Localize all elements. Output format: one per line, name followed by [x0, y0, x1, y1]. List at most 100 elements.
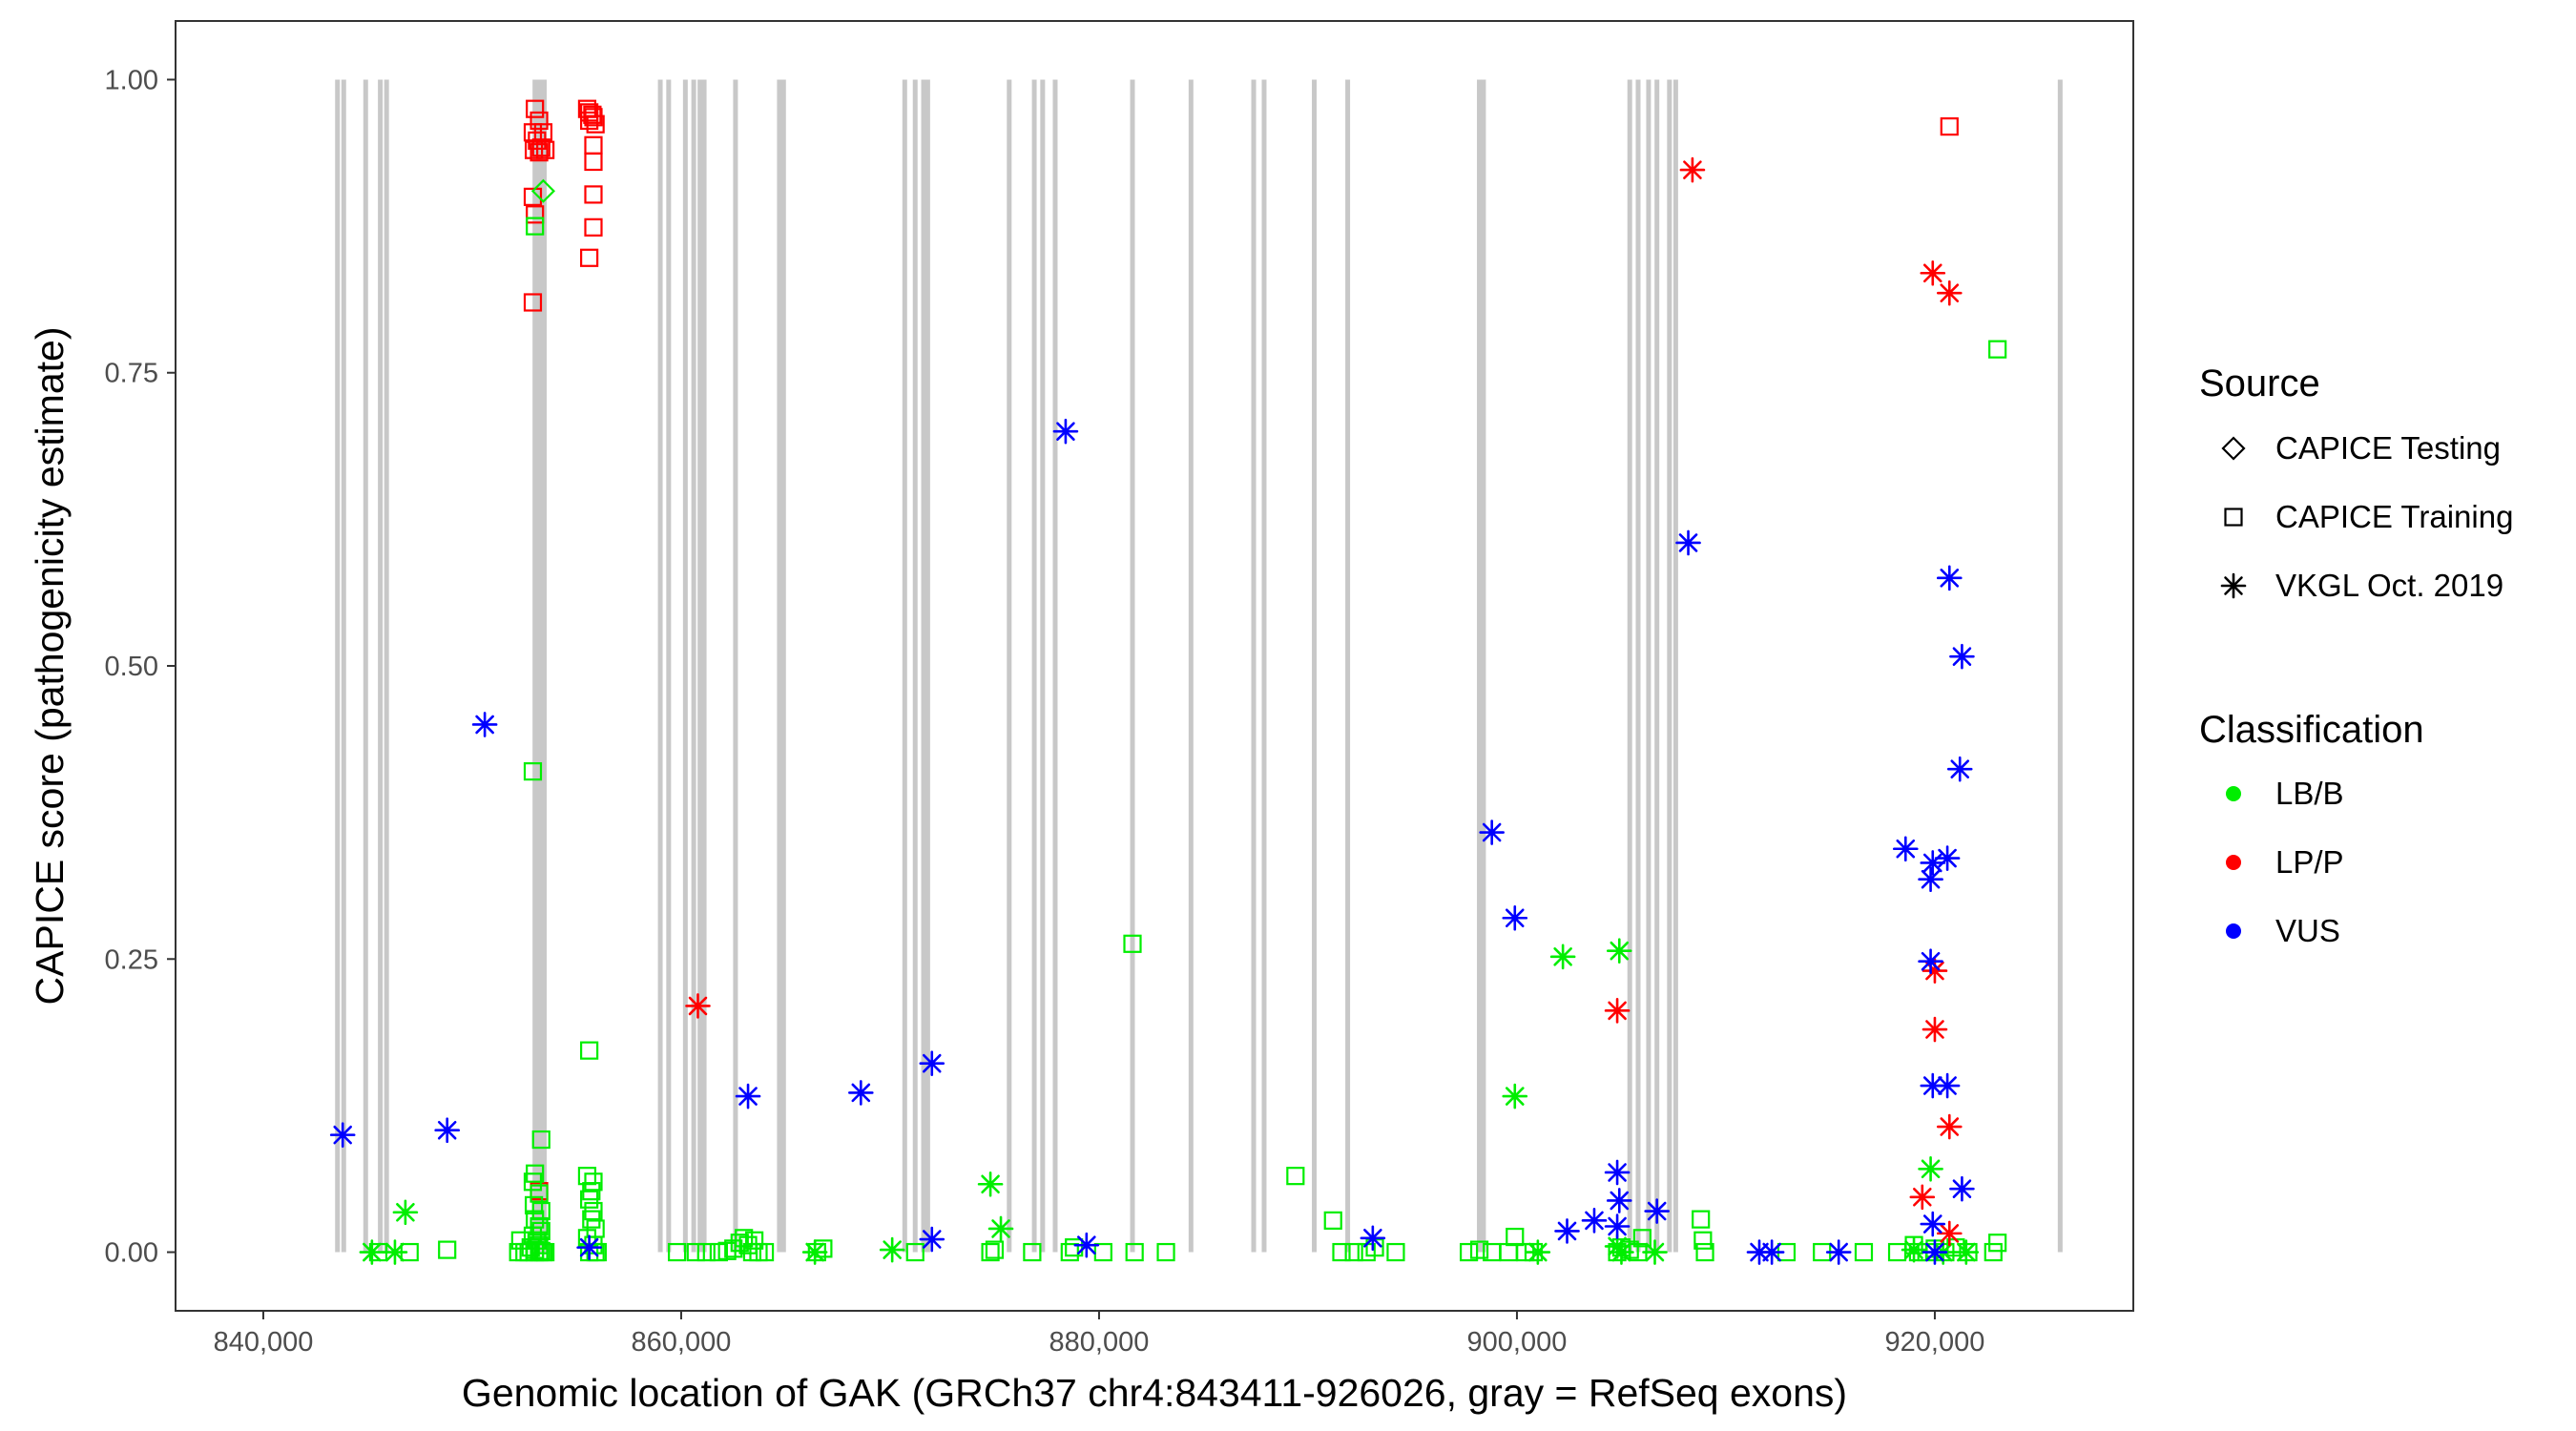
legend-source-label: CAPICE Testing: [2275, 430, 2501, 466]
data-point-square: [667, 1242, 687, 1262]
data-point-square: [1332, 1242, 1351, 1262]
data-point-square: [1386, 1242, 1405, 1262]
data-point-asterisk: [1920, 1072, 1946, 1099]
data-point-asterisk: [1920, 1211, 1946, 1237]
legend-source-title: Source: [2199, 363, 2320, 404]
data-point-asterisk: [1936, 280, 1963, 306]
data-point-square: [755, 1242, 775, 1262]
y-axis-title: CAPICE score (pathogenicity estimate): [28, 327, 72, 1006]
data-point-square: [438, 1240, 457, 1259]
data-point-square: [524, 140, 544, 159]
data-point-asterisk: [382, 1239, 408, 1265]
data-point-square: [1344, 1242, 1363, 1262]
data-point-asterisk: [1918, 866, 1943, 892]
data-point-square: [981, 1242, 1000, 1262]
legend-source-key-square: [2224, 508, 2243, 527]
data-point-asterisk: [1825, 1239, 1852, 1265]
data-point-square: [686, 1242, 705, 1262]
legend-class-label: LB/B: [2275, 776, 2344, 811]
legend-class-key-dot: [2226, 855, 2241, 870]
data-point-asterisk: [1604, 1159, 1631, 1186]
data-point-asterisk: [1052, 418, 1079, 445]
data-point-square: [584, 108, 603, 127]
legend-source-key-diamond: [2221, 436, 2246, 461]
axis-ticks: 840,000 860,000 880,000 900,000 920,000 0.00 0…: [105, 65, 1985, 1358]
data-point-asterisk: [1922, 958, 1948, 984]
data-point-asterisk: [1920, 850, 1946, 876]
data-point-square: [530, 143, 549, 162]
data-point-square: [1692, 1210, 1711, 1229]
data-point-square: [582, 1210, 601, 1229]
data-point-asterisk: [1909, 1184, 1936, 1211]
data-point-square: [584, 1172, 603, 1192]
data-point-square: [584, 185, 603, 204]
data-point-square: [1940, 117, 1959, 136]
data-point-asterisk: [1609, 1239, 1634, 1265]
data-point-square: [509, 1242, 528, 1262]
data-point-asterisk: [1644, 1198, 1670, 1224]
data-point-asterisk: [1642, 1239, 1668, 1265]
data-point-square: [1988, 1234, 2007, 1253]
data-point-square: [1693, 1231, 1713, 1250]
data-point-square: [905, 1242, 924, 1262]
data-point-square: [536, 140, 555, 159]
data-point-asterisk: [919, 1050, 945, 1076]
data-point-asterisk: [1920, 259, 1946, 286]
data-point-square: [530, 111, 549, 131]
data-point-asterisk: [879, 1236, 905, 1263]
data-point-asterisk: [1073, 1232, 1100, 1258]
legend-classification-title: Classification: [2199, 709, 2424, 751]
data-point-square: [1123, 934, 1142, 953]
y-tick-label: 0.25: [105, 944, 158, 975]
data-point-square: [523, 762, 543, 781]
data-point-asterisk: [471, 712, 498, 737]
data-point-asterisk: [1934, 845, 1961, 871]
data-point-square: [580, 248, 599, 267]
data-point-asterisk: [1946, 756, 1973, 782]
data-point-square: [1156, 1242, 1175, 1262]
data-point-square: [1469, 1240, 1489, 1259]
data-point-square: [526, 99, 545, 118]
data-point-asterisk: [987, 1215, 1014, 1242]
y-tick-label: 0.00: [105, 1238, 158, 1269]
data-point-asterisk: [1936, 1220, 1963, 1247]
exon-bands: [335, 79, 2063, 1253]
data-point-asterisk: [1934, 1072, 1961, 1099]
data-point-asterisk: [1918, 1155, 1943, 1182]
data-point-asterisk: [1758, 1239, 1785, 1265]
data-point-asterisk: [392, 1199, 419, 1226]
data-point-square: [724, 1239, 743, 1258]
legend-class-key-dot: [2226, 786, 2241, 801]
legend-class-label: LP/P: [2275, 844, 2344, 880]
data-point-asterisk: [919, 1226, 945, 1253]
data-point-square: [1984, 1242, 2003, 1262]
data-point-square: [530, 1216, 549, 1236]
legend-class-label: VUS: [2275, 913, 2340, 948]
data-point-asterisk: [1502, 1083, 1528, 1110]
data-point-square: [510, 1231, 530, 1250]
data-point-asterisk: [977, 1171, 1004, 1197]
data-point-square: [1988, 340, 2007, 359]
data-point-asterisk: [1901, 1236, 1927, 1263]
data-point-asterisk: [1936, 565, 1963, 591]
legend-source-label: CAPICE Training: [2275, 499, 2513, 534]
data-point-asterisk: [1936, 1113, 1963, 1140]
data-point-asterisk: [735, 1083, 761, 1110]
legend-source-label: VKGL Oct. 2019: [2275, 568, 2503, 603]
data-point-square: [580, 1041, 599, 1060]
y-tick-label: 0.50: [105, 652, 158, 682]
data-point-square: [1065, 1238, 1084, 1257]
data-point-square: [523, 187, 543, 206]
data-point-asterisk: [1606, 1188, 1632, 1213]
x-tick-label: 900,000: [1467, 1327, 1568, 1358]
data-point-square: [1286, 1167, 1305, 1186]
data-point-square: [584, 152, 603, 172]
data-point-asterisk: [1922, 1016, 1948, 1043]
data-point-square: [531, 1130, 551, 1150]
data-point-asterisk: [359, 1239, 385, 1265]
x-tick-label: 860,000: [632, 1327, 732, 1358]
data-point-asterisk: [848, 1080, 874, 1106]
data-points: [329, 99, 2007, 1265]
data-point-square: [1125, 1242, 1144, 1262]
